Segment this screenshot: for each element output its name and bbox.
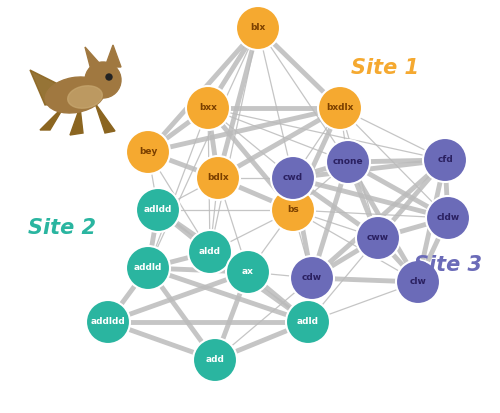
Polygon shape xyxy=(30,70,70,105)
Text: Site 1: Site 1 xyxy=(351,58,419,78)
Circle shape xyxy=(196,156,240,200)
Text: addldd: addldd xyxy=(90,318,126,327)
Polygon shape xyxy=(85,47,101,70)
Text: clw: clw xyxy=(410,278,426,287)
Text: cnone: cnone xyxy=(332,157,364,166)
Circle shape xyxy=(318,86,362,130)
Circle shape xyxy=(271,188,315,232)
Circle shape xyxy=(423,138,467,182)
Circle shape xyxy=(286,300,330,344)
Circle shape xyxy=(326,140,370,184)
Text: bey: bey xyxy=(139,147,157,157)
Circle shape xyxy=(271,156,315,200)
Text: bs: bs xyxy=(287,206,299,214)
Text: ax: ax xyxy=(242,268,254,276)
Circle shape xyxy=(126,130,170,174)
Polygon shape xyxy=(40,105,65,130)
Circle shape xyxy=(236,6,280,50)
Text: adldd: adldd xyxy=(144,206,172,214)
Text: Site 3: Site 3 xyxy=(414,255,482,275)
Text: cfd: cfd xyxy=(437,156,453,164)
Text: addld: addld xyxy=(134,263,162,273)
Circle shape xyxy=(356,216,400,260)
Circle shape xyxy=(290,256,334,300)
Text: adld: adld xyxy=(297,318,319,327)
Ellipse shape xyxy=(68,86,102,108)
Circle shape xyxy=(396,260,440,304)
Text: Site 2: Site 2 xyxy=(28,218,96,238)
Circle shape xyxy=(126,246,170,290)
Text: add: add xyxy=(206,356,225,365)
Polygon shape xyxy=(95,103,115,133)
Circle shape xyxy=(426,196,470,240)
Circle shape xyxy=(188,230,232,274)
Text: blx: blx xyxy=(250,24,266,33)
Circle shape xyxy=(186,86,230,130)
Text: bdlx: bdlx xyxy=(207,173,229,183)
Circle shape xyxy=(86,300,130,344)
Text: cww: cww xyxy=(367,233,389,242)
Polygon shape xyxy=(105,45,121,67)
Circle shape xyxy=(226,250,270,294)
Text: cldw: cldw xyxy=(436,214,460,223)
Ellipse shape xyxy=(46,77,104,113)
Text: bxdlx: bxdlx xyxy=(326,104,353,112)
Text: cdw: cdw xyxy=(302,273,322,282)
Circle shape xyxy=(193,338,237,382)
Text: cwd: cwd xyxy=(283,173,303,183)
Text: bxx: bxx xyxy=(199,104,217,112)
Polygon shape xyxy=(70,107,83,135)
Circle shape xyxy=(136,188,180,232)
Text: aldd: aldd xyxy=(199,247,221,256)
Circle shape xyxy=(106,74,112,80)
Circle shape xyxy=(85,62,121,98)
